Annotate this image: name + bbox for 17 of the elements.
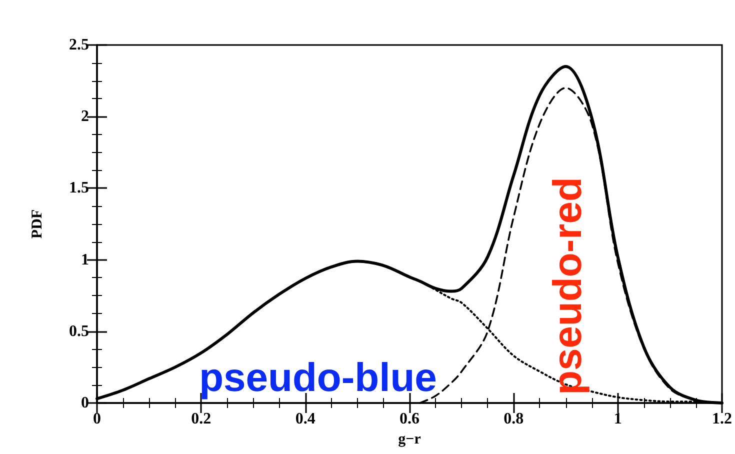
x-tick-label: 0.2 (191, 410, 212, 428)
x-tick-label: 1.2 (712, 410, 732, 428)
annotation: pseudo-red (546, 177, 590, 395)
y-tick-label: 0 (81, 394, 89, 412)
x-tick-label: 0.4 (295, 410, 316, 428)
x-axis-title: g−r (398, 431, 422, 448)
y-tick-label: 1.5 (69, 180, 89, 197)
y-tick-label: 2.5 (69, 36, 89, 54)
x-tick-label: 0 (93, 410, 101, 428)
x-tick-label: 0.8 (504, 410, 524, 428)
x-tick-label: 0.6 (400, 410, 420, 428)
y-axis-title: PDF (30, 209, 46, 239)
annotation: pseudo-blue (199, 356, 437, 400)
y-tick-label: 2 (81, 108, 89, 126)
y-tick-label: 0.5 (69, 322, 89, 340)
x-tick-label: 1 (614, 410, 622, 428)
y-tick-label: 1 (81, 251, 89, 268)
